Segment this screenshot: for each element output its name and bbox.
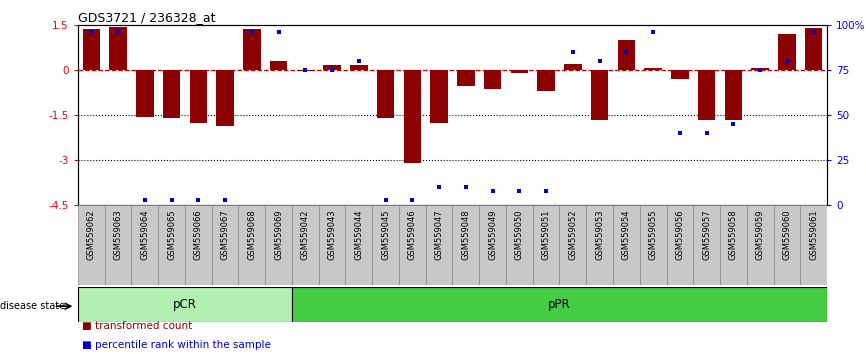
Bar — [265, 205, 292, 285]
Bar — [270, 62, 288, 70]
Text: GSM559055: GSM559055 — [649, 209, 657, 260]
Bar — [323, 65, 341, 70]
Bar — [506, 205, 533, 285]
Text: GDS3721 / 236328_at: GDS3721 / 236328_at — [78, 11, 216, 24]
Bar — [109, 27, 126, 70]
Bar — [297, 70, 314, 72]
Text: GSM559047: GSM559047 — [435, 209, 443, 260]
Bar — [78, 287, 292, 322]
Text: pPR: pPR — [548, 298, 571, 311]
Bar — [559, 205, 586, 285]
Text: GSM559062: GSM559062 — [87, 209, 96, 260]
Bar — [163, 70, 180, 118]
Bar — [479, 205, 506, 285]
Text: GSM559056: GSM559056 — [675, 209, 684, 260]
Bar — [136, 70, 153, 116]
Bar — [640, 205, 667, 285]
Bar — [404, 70, 421, 163]
Bar — [346, 205, 372, 285]
Text: GSM559057: GSM559057 — [702, 209, 711, 260]
Bar — [105, 205, 132, 285]
Text: GSM559043: GSM559043 — [327, 209, 337, 260]
Bar — [773, 205, 800, 285]
Text: GSM559064: GSM559064 — [140, 209, 149, 260]
Text: GSM559053: GSM559053 — [595, 209, 604, 260]
Bar — [511, 70, 528, 73]
Bar — [185, 205, 211, 285]
Bar — [430, 70, 448, 122]
Bar — [158, 205, 185, 285]
Bar — [533, 205, 559, 285]
Text: GSM559061: GSM559061 — [809, 209, 818, 260]
Text: GSM559066: GSM559066 — [194, 209, 203, 260]
Text: GSM559058: GSM559058 — [729, 209, 738, 260]
Bar — [243, 29, 261, 70]
Text: GSM559063: GSM559063 — [113, 209, 123, 260]
Bar — [452, 205, 479, 285]
Bar — [779, 34, 796, 70]
Text: GSM559048: GSM559048 — [462, 209, 470, 260]
Text: GSM559042: GSM559042 — [301, 209, 310, 260]
Text: GSM559045: GSM559045 — [381, 209, 390, 260]
Bar — [132, 205, 158, 285]
Bar — [457, 70, 475, 86]
Text: GSM559059: GSM559059 — [756, 209, 765, 260]
Text: GSM559069: GSM559069 — [275, 209, 283, 260]
Bar — [617, 40, 635, 70]
Bar — [292, 287, 827, 322]
Bar — [725, 70, 742, 120]
Text: GSM559060: GSM559060 — [782, 209, 792, 260]
Bar — [216, 70, 234, 126]
Bar — [694, 205, 720, 285]
Text: GSM559052: GSM559052 — [568, 209, 578, 260]
Text: GSM559046: GSM559046 — [408, 209, 417, 260]
Bar — [377, 70, 394, 118]
Bar — [78, 205, 105, 285]
Bar — [211, 205, 238, 285]
Bar — [613, 205, 640, 285]
Bar — [671, 70, 688, 79]
Text: GSM559065: GSM559065 — [167, 209, 176, 260]
Bar — [591, 70, 608, 120]
Text: pCR: pCR — [173, 298, 197, 311]
Text: GSM559050: GSM559050 — [515, 209, 524, 260]
Text: ■ transformed count: ■ transformed count — [82, 321, 192, 331]
Bar — [538, 70, 555, 91]
Bar — [426, 205, 452, 285]
Bar — [484, 70, 501, 90]
Bar — [752, 68, 769, 70]
Text: ■ percentile rank within the sample: ■ percentile rank within the sample — [82, 341, 271, 350]
Bar — [350, 65, 367, 70]
Bar — [82, 29, 100, 70]
Bar — [319, 205, 346, 285]
Bar — [399, 205, 426, 285]
Text: GSM559054: GSM559054 — [622, 209, 630, 260]
Text: GSM559051: GSM559051 — [541, 209, 551, 260]
Bar — [564, 64, 582, 70]
Bar — [746, 205, 773, 285]
Text: GSM559068: GSM559068 — [248, 209, 256, 260]
Bar — [800, 205, 827, 285]
Text: GSM559049: GSM559049 — [488, 209, 497, 260]
Bar — [720, 205, 746, 285]
Bar — [292, 205, 319, 285]
Text: GSM559044: GSM559044 — [354, 209, 364, 260]
Bar — [586, 205, 613, 285]
Bar — [698, 70, 715, 120]
Bar — [805, 28, 823, 70]
Bar — [644, 68, 662, 70]
Text: GSM559067: GSM559067 — [221, 209, 229, 260]
Bar — [190, 70, 207, 122]
Bar — [372, 205, 399, 285]
Bar — [667, 205, 694, 285]
Text: disease state: disease state — [0, 301, 65, 311]
Bar — [238, 205, 265, 285]
